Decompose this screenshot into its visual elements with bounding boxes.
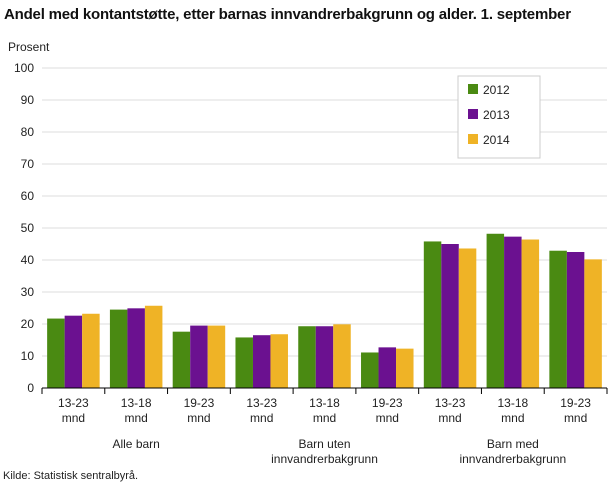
legend-swatch bbox=[468, 109, 478, 119]
bar bbox=[504, 236, 522, 388]
x-tick-label: 19-23 mnd bbox=[560, 396, 591, 425]
x-tick-label: 13-18 mnd bbox=[497, 396, 529, 425]
y-tick-label: 80 bbox=[21, 125, 35, 139]
y-tick-label: 10 bbox=[21, 349, 35, 363]
bar bbox=[423, 241, 442, 388]
bar bbox=[486, 233, 505, 388]
bar bbox=[378, 347, 397, 388]
legend-label: 2012 bbox=[483, 83, 510, 97]
source: Kilde: Statistisk sentralbyrå. bbox=[3, 470, 139, 482]
y-tick-label: 100 bbox=[14, 61, 34, 75]
x-tick-label: 13-18 mnd bbox=[120, 396, 152, 425]
group-label: Barn uten innvandrerbakgrunn bbox=[271, 437, 378, 466]
legend-label: 2013 bbox=[483, 108, 510, 122]
bar bbox=[144, 305, 163, 388]
bar bbox=[82, 313, 100, 388]
y-tick-label: 90 bbox=[21, 93, 35, 107]
bar bbox=[127, 308, 145, 388]
legend-swatch bbox=[468, 84, 478, 94]
y-tick-label: 50 bbox=[21, 221, 35, 235]
bar bbox=[396, 348, 414, 388]
bar bbox=[207, 325, 226, 388]
bar bbox=[315, 326, 334, 388]
bar bbox=[298, 326, 316, 388]
bar bbox=[235, 337, 253, 388]
x-tick-label: 13-23 mnd bbox=[246, 396, 278, 425]
y-tick-label: 40 bbox=[21, 253, 35, 267]
x-tick-label: 13-23 mnd bbox=[434, 396, 466, 425]
bar bbox=[458, 248, 477, 388]
bar bbox=[521, 239, 540, 388]
group-label: Barn med innvandrerbakgrunn bbox=[459, 437, 567, 466]
bar bbox=[252, 335, 271, 388]
bar bbox=[270, 334, 288, 388]
y-tick-label: 0 bbox=[27, 381, 34, 395]
bar bbox=[172, 331, 191, 388]
bar bbox=[47, 318, 65, 388]
bar bbox=[584, 259, 602, 388]
bar bbox=[566, 252, 585, 388]
y-tick-label: 70 bbox=[21, 157, 35, 171]
x-tick-label: 19-23 mnd bbox=[183, 396, 215, 425]
group-label: Alle barn bbox=[112, 437, 160, 451]
chart-title: Andel med kontantstøtte, etter barnas in… bbox=[4, 6, 571, 23]
bar bbox=[549, 250, 567, 388]
y-axis-label: Prosent bbox=[8, 40, 50, 54]
bar bbox=[109, 309, 128, 388]
bar bbox=[333, 324, 351, 388]
bar bbox=[64, 315, 83, 388]
x-tick-label: 13-23 mnd bbox=[58, 396, 89, 425]
bar bbox=[190, 325, 208, 388]
y-tick-label: 20 bbox=[21, 317, 35, 331]
bar bbox=[441, 244, 459, 388]
legend-label: 2014 bbox=[483, 133, 510, 147]
y-tick-label: 60 bbox=[21, 189, 35, 203]
y-tick-label: 30 bbox=[21, 285, 35, 299]
bar bbox=[361, 352, 379, 388]
legend-swatch bbox=[468, 134, 478, 144]
x-tick-label: 19-23 mnd bbox=[371, 396, 403, 425]
x-tick-label: 13-18 mnd bbox=[309, 396, 340, 425]
